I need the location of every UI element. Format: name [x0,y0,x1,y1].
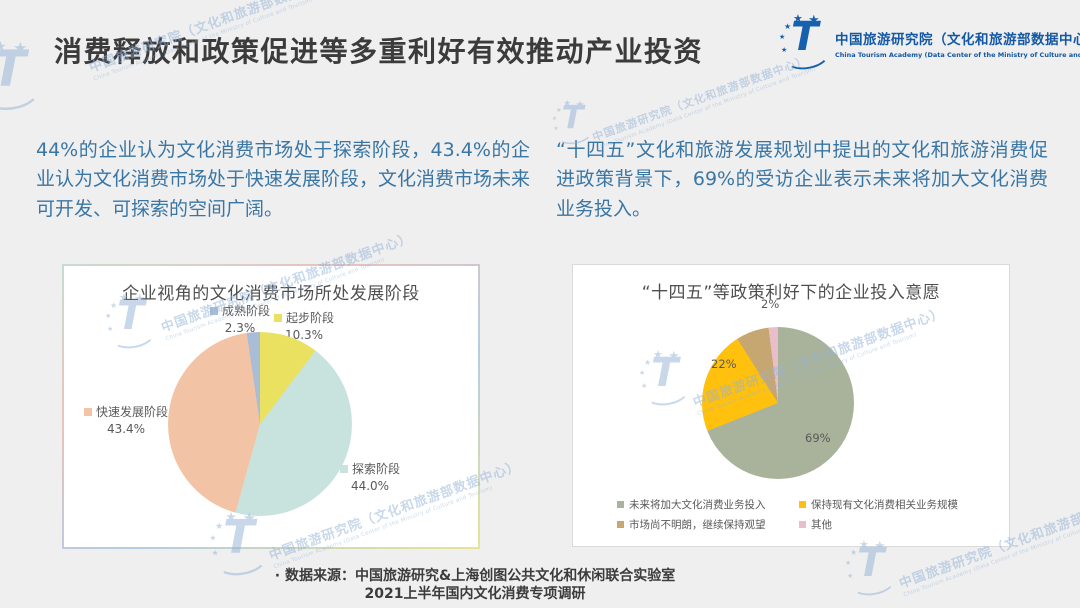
pie1-label-start: 起步阶段 10.3% [274,309,334,342]
legend-marker [799,501,806,508]
pie1-label-start-text: 起步阶段 [286,311,335,325]
legend-item-wait: 市场尚不明朗，继续保持观望 [617,517,789,532]
legend-item-other: 其他 [799,517,832,532]
legend-item-increase: 未来将加大文化消费业务投入 [617,497,789,512]
chart-left-title: 企业视角的文化消费市场所处发展阶段 [122,284,420,304]
chart-left-development-stage: 企业视角的文化消费市场所处发展阶段 成熟阶段 2.3% 起步阶段 10.3% 快… [62,264,480,549]
brand-logo-block: T 中国旅游研究院（文化和旅游部数据中心） China Tourism Acad… [779,14,1080,73]
logo-t-icon: T [857,540,885,586]
legend-marker [617,501,624,508]
pie2-pct-keep: 22% [711,357,737,371]
logo-t-icon: T [561,99,584,137]
star-icon [845,560,851,567]
page-title: 消费释放和政策促进等多重利好有效推动产业投资 [54,35,704,68]
pie1-label-rapid-pct: 43.4% [106,422,146,436]
brand-text: 中国旅游研究院（文化和旅游部数据中心） China Tourism Academ… [835,28,1080,59]
star-icon [850,549,857,557]
star-icon [779,34,785,41]
pie-chart-development-stage [168,332,352,516]
watermark-logo-icon: T [0,40,42,115]
watermark-logo-icon: T [845,540,897,599]
legend-marker [210,306,218,315]
star-icon [552,116,557,122]
pie1-label-rapid: 快速发展阶段 43.4% [84,403,168,436]
logo-swoosh-icon [0,74,42,115]
data-source-line2: 2021上半年国内文化消费专项调研 [364,586,586,603]
pie2-pct-increase: 69% [805,431,831,445]
star-icon [556,107,562,113]
star-icon [554,126,559,132]
pie1-label-explore-pct: 44.0% [350,479,390,493]
pie1-label-explore: 探索阶段 44.0% [340,460,400,493]
pie1-label-mature: 成熟阶段 2.3% [210,302,270,335]
paragraph-left: 44%的企业认为文化消费市场处于探索阶段，43.4%的企业认为文化消费市场处于快… [36,139,531,220]
logo-t-icon: T [0,45,26,95]
pie1-label-mature-pct: 2.3% [224,321,256,335]
data-source-line1: · 数据来源：中国旅游研究&上海创图公共文化和休闲联合实验室 [274,568,676,584]
brand-name-en: China Tourism Academy (Data Center of th… [835,50,1080,59]
legend-marker [340,464,348,473]
star-icon [575,100,584,110]
legend-marker [84,407,92,416]
star-icon [563,99,571,108]
chart-right-investment-intent: “十四五”等政策利好下的企业投入意愿 2% 22% 69% 未来将加大文化消费业… [572,264,1010,547]
pie1-label-mature-text: 成熟阶段 [222,304,271,318]
brand-name-cn: 中国旅游研究院（文化和旅游部数据中心） [835,31,1080,48]
star-icon [847,573,853,580]
legend-marker [617,521,624,528]
legend-marker [799,521,806,528]
pie-chart-investment-intent [702,327,854,479]
pie2-legend: 未来将加大文化消费业务投入 保持现有文化消费相关业务规模 市场尚不明朗，继续保持… [617,497,1002,537]
pie1-label-rapid-text: 快速发展阶段 [96,405,169,419]
legend-item-wait-text: 市场尚不明朗，继续保持观望 [629,519,766,531]
star-icon [212,550,219,558]
data-source: · 数据来源：中国旅游研究&上海创图公共文化和休闲联合实验室 2021上半年国内… [255,567,695,603]
legend-item-keep-text: 保持现有文化消费相关业务规模 [811,499,958,511]
star-icon [13,41,28,57]
legend-item-other-text: 其他 [811,519,832,531]
paragraph-right: “十四五”文化和旅游发展规划中提出的文化和旅游消费促进政策背景下，69%的受访企… [556,139,1048,220]
legend-item-keep: 保持现有文化消费相关业务规模 [799,497,958,512]
pie2-pct-other: 2% [761,297,780,311]
chart-right-title: “十四五”等政策利好下的企业投入意愿 [641,283,941,303]
brand-logo-icon: T [779,14,831,73]
star-icon [781,47,787,54]
legend-item-increase-text: 未来将加大文化消费业务投入 [629,499,766,511]
star-icon [0,40,7,54]
logo-swoosh-icon [849,567,897,599]
legend-marker [274,313,282,322]
logo-t-icon: T [791,14,819,60]
pie1-label-explore-text: 探索阶段 [352,462,401,476]
